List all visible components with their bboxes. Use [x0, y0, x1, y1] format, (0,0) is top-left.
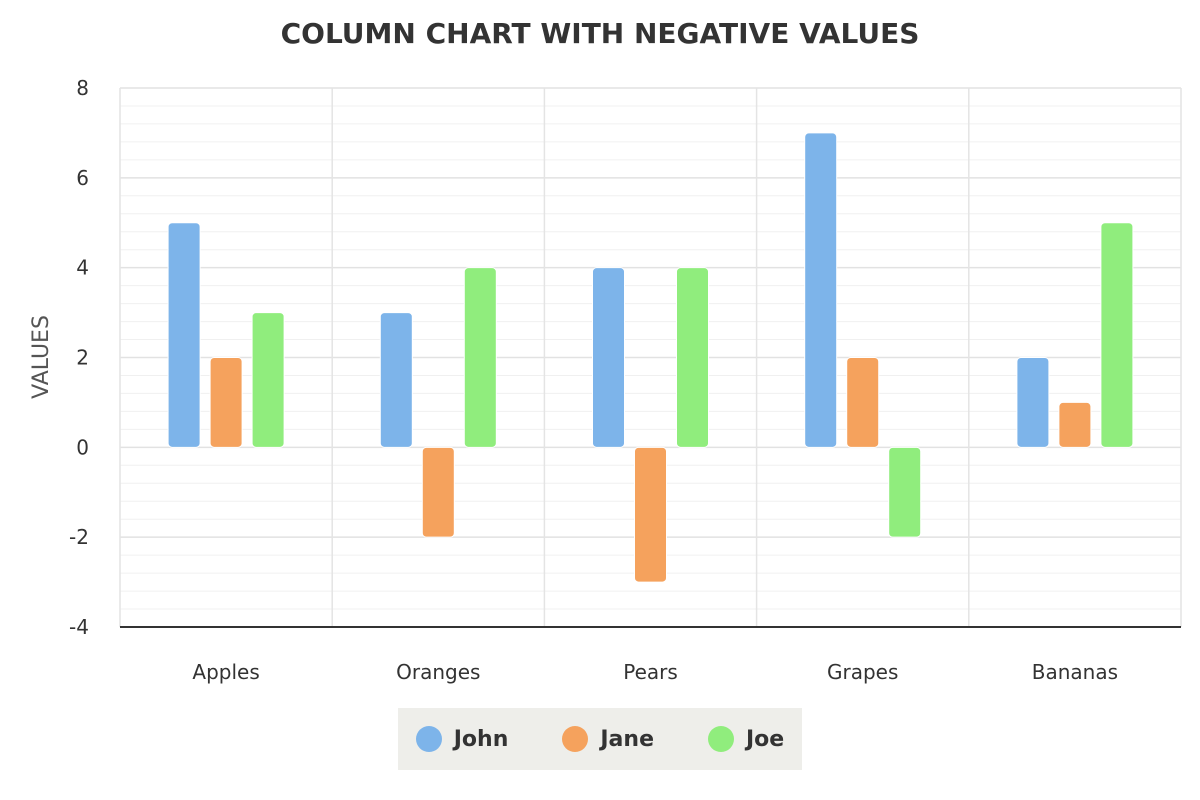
legend-item-john[interactable]: John — [415, 726, 509, 752]
x-tick-labels: Apples Oranges Pears Grapes Bananas — [192, 660, 1118, 684]
bar-joe-pears[interactable] — [676, 267, 709, 448]
x-tick-label: Pears — [623, 660, 678, 684]
bar-jane-bananas[interactable] — [1058, 401, 1092, 448]
bar-joe-oranges[interactable] — [463, 267, 497, 448]
bars — [167, 132, 1134, 583]
chart-title: COLUMN CHART WITH NEGATIVE VALUES — [281, 17, 920, 50]
legend-marker — [708, 726, 734, 752]
y-tick-label: 8 — [76, 76, 89, 100]
bar-john-oranges[interactable] — [379, 312, 413, 448]
bar-joe-apples[interactable] — [251, 312, 285, 448]
bar-john-bananas[interactable] — [1016, 357, 1050, 448]
legend-marker — [562, 726, 589, 752]
legend-item-jane[interactable]: Jane — [562, 726, 654, 752]
bar-john-grapes[interactable] — [804, 132, 838, 448]
y-tick-labels: 8 6 4 2 0 -2 -4 — [69, 76, 89, 639]
bar-joe-bananas[interactable] — [1100, 222, 1134, 448]
bar-john-apples[interactable] — [167, 222, 201, 448]
y-tick-label: 4 — [76, 256, 89, 280]
legend-label: Jane — [600, 726, 654, 752]
bar-john-pears[interactable] — [592, 267, 625, 448]
bar-jane-apples[interactable] — [209, 357, 243, 448]
legend-marker — [415, 726, 442, 752]
grid — [119, 87, 1182, 628]
legend-item-joe[interactable]: Joe — [708, 726, 784, 752]
y-tick-label: 2 — [76, 346, 89, 370]
y-tick-label: 6 — [76, 166, 89, 190]
bar-jane-pears[interactable] — [634, 446, 667, 583]
x-tick-label: Apples — [192, 660, 259, 684]
x-tick-label: Oranges — [396, 660, 480, 684]
bar-jane-oranges[interactable] — [421, 446, 455, 538]
legend-label: Joe — [746, 726, 785, 752]
y-tick-label: -4 — [69, 615, 89, 639]
bar-joe-grapes[interactable] — [888, 446, 922, 538]
y-axis-title: VALUES — [29, 315, 54, 399]
legend: John Jane Joe — [398, 708, 802, 770]
x-tick-label: Grapes — [827, 660, 898, 684]
legend-label: John — [453, 726, 509, 752]
y-tick-label: 0 — [76, 435, 89, 459]
y-tick-label: -2 — [69, 525, 89, 549]
x-tick-label: Bananas — [1032, 660, 1118, 684]
bar-jane-grapes[interactable] — [846, 357, 880, 448]
